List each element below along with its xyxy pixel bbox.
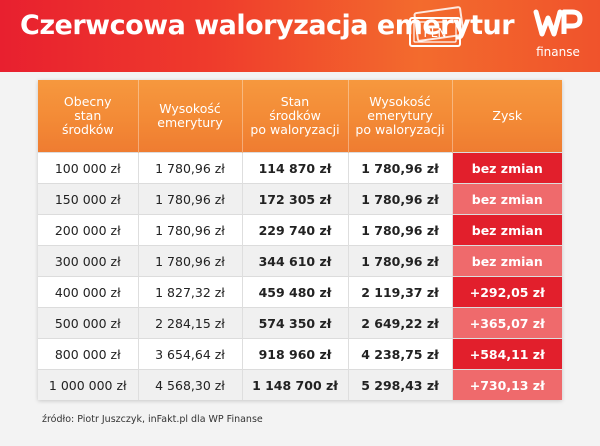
cell-funds-after: 1 148 700 zł — [242, 369, 349, 400]
table-row: 800 000 zł 3 654,64 zł 918 960 zł 4 238,… — [38, 338, 562, 370]
svg-text:PLN: PLN — [424, 26, 447, 40]
page-title: Czerwcowa waloryzacja emerytur — [20, 10, 515, 41]
header-banner: Czerwcowa waloryzacja emerytur PLN finan… — [0, 0, 600, 72]
table-row: 200 000 zł 1 780,96 zł 229 740 zł 1 780,… — [38, 214, 562, 246]
cell-pension: 1 827,32 zł — [138, 276, 243, 308]
cell-pension-after: 2 649,22 zł — [348, 307, 453, 339]
cell-funds-after: 459 480 zł — [242, 276, 349, 308]
column-header-gain: Zysk — [452, 80, 562, 153]
cell-pension-after: 1 780,96 zł — [348, 152, 453, 184]
cell-pension: 1 780,96 zł — [138, 245, 243, 277]
column-header-current-funds: Obecny stan środków — [38, 80, 139, 153]
column-header-funds-after: Stan środków po waloryzacji — [242, 80, 349, 153]
cell-gain: +292,05 zł — [452, 276, 562, 308]
header-line: po waloryzacji — [355, 122, 445, 137]
cell-pension-after: 5 298,43 zł — [348, 369, 453, 400]
cell-pension: 2 284,15 zł — [138, 307, 243, 339]
header-line: Wysokość — [369, 94, 431, 109]
table-row: 400 000 zł 1 827,32 zł 459 480 zł 2 119,… — [38, 276, 562, 308]
cell-current-funds: 400 000 zł — [38, 276, 139, 308]
cell-funds-after: 229 740 zł — [242, 214, 349, 246]
cell-pension: 1 780,96 zł — [138, 183, 243, 215]
header-line: środków — [61, 122, 114, 137]
header-line: stan — [74, 108, 102, 123]
table-row: 100 000 zł 1 780,96 zł 114 870 zł 1 780,… — [38, 152, 562, 184]
cell-funds-after: 114 870 zł — [242, 152, 349, 184]
cell-gain: bez zmian — [452, 245, 562, 277]
header-line: emerytury — [157, 115, 223, 130]
cell-gain: +730,13 zł — [452, 369, 562, 400]
cell-funds-after: 344 610 zł — [242, 245, 349, 277]
header-line: emerytury — [367, 108, 433, 123]
cell-gain: +584,11 zł — [452, 338, 562, 370]
cell-pension: 1 780,96 zł — [138, 214, 243, 246]
column-header-pension-after: Wysokość emerytury po waloryzacji — [348, 80, 453, 153]
cell-current-funds: 100 000 zł — [38, 152, 139, 184]
header-line: po waloryzacji — [250, 122, 340, 137]
cell-funds-after: 574 350 zł — [242, 307, 349, 339]
header-line: Zysk — [492, 108, 523, 123]
table-header-row: Obecny stan środków Wysokość emerytury S… — [38, 80, 562, 153]
cell-pension: 4 568,30 zł — [138, 369, 243, 400]
table-row: 150 000 zł 1 780,96 zł 172 305 zł 1 780,… — [38, 183, 562, 215]
cell-gain: bez zmian — [452, 183, 562, 215]
cell-gain: +365,07 zł — [452, 307, 562, 339]
table-row: 1 000 000 zł 4 568,30 zł 1 148 700 zł 5 … — [38, 369, 562, 400]
cell-pension-after: 1 780,96 zł — [348, 214, 453, 246]
header-line: środków — [269, 108, 321, 123]
column-header-pension: Wysokość emerytury — [138, 80, 243, 153]
table-row: 300 000 zł 1 780,96 zł 344 610 zł 1 780,… — [38, 245, 562, 277]
wp-finanse-logo: finanse — [533, 9, 583, 59]
cell-funds-after: 172 305 zł — [242, 183, 349, 215]
cell-current-funds: 150 000 zł — [38, 183, 139, 215]
cell-pension: 1 780,96 zł — [138, 152, 243, 184]
cell-pension-after: 2 119,37 zł — [348, 276, 453, 308]
cell-gain: bez zmian — [452, 152, 562, 184]
valorization-table: Obecny stan środków Wysokość emerytury S… — [38, 80, 562, 400]
cell-pension-after: 1 780,96 zł — [348, 183, 453, 215]
cell-current-funds: 500 000 zł — [38, 307, 139, 339]
cell-pension-after: 1 780,96 zł — [348, 245, 453, 277]
cell-pension-after: 4 238,75 zł — [348, 338, 453, 370]
header-line: Obecny — [63, 94, 112, 109]
header-line: Stan — [280, 94, 310, 109]
cell-funds-after: 918 960 zł — [242, 338, 349, 370]
svg-text:finanse: finanse — [536, 45, 580, 59]
banknote-icon: PLN — [409, 6, 465, 47]
cell-pension: 3 654,64 zł — [138, 338, 243, 370]
table-row: 500 000 zł 2 284,15 zł 574 350 zł 2 649,… — [38, 307, 562, 339]
cell-current-funds: 300 000 zł — [38, 245, 139, 277]
header-line: Wysokość — [159, 101, 221, 116]
cell-current-funds: 200 000 zł — [38, 214, 139, 246]
source-note: źródło: Piotr Juszczyk, inFakt.pl dla WP… — [42, 414, 263, 425]
cell-current-funds: 800 000 zł — [38, 338, 139, 370]
cell-current-funds: 1 000 000 zł — [38, 369, 139, 400]
cell-gain: bez zmian — [452, 214, 562, 246]
